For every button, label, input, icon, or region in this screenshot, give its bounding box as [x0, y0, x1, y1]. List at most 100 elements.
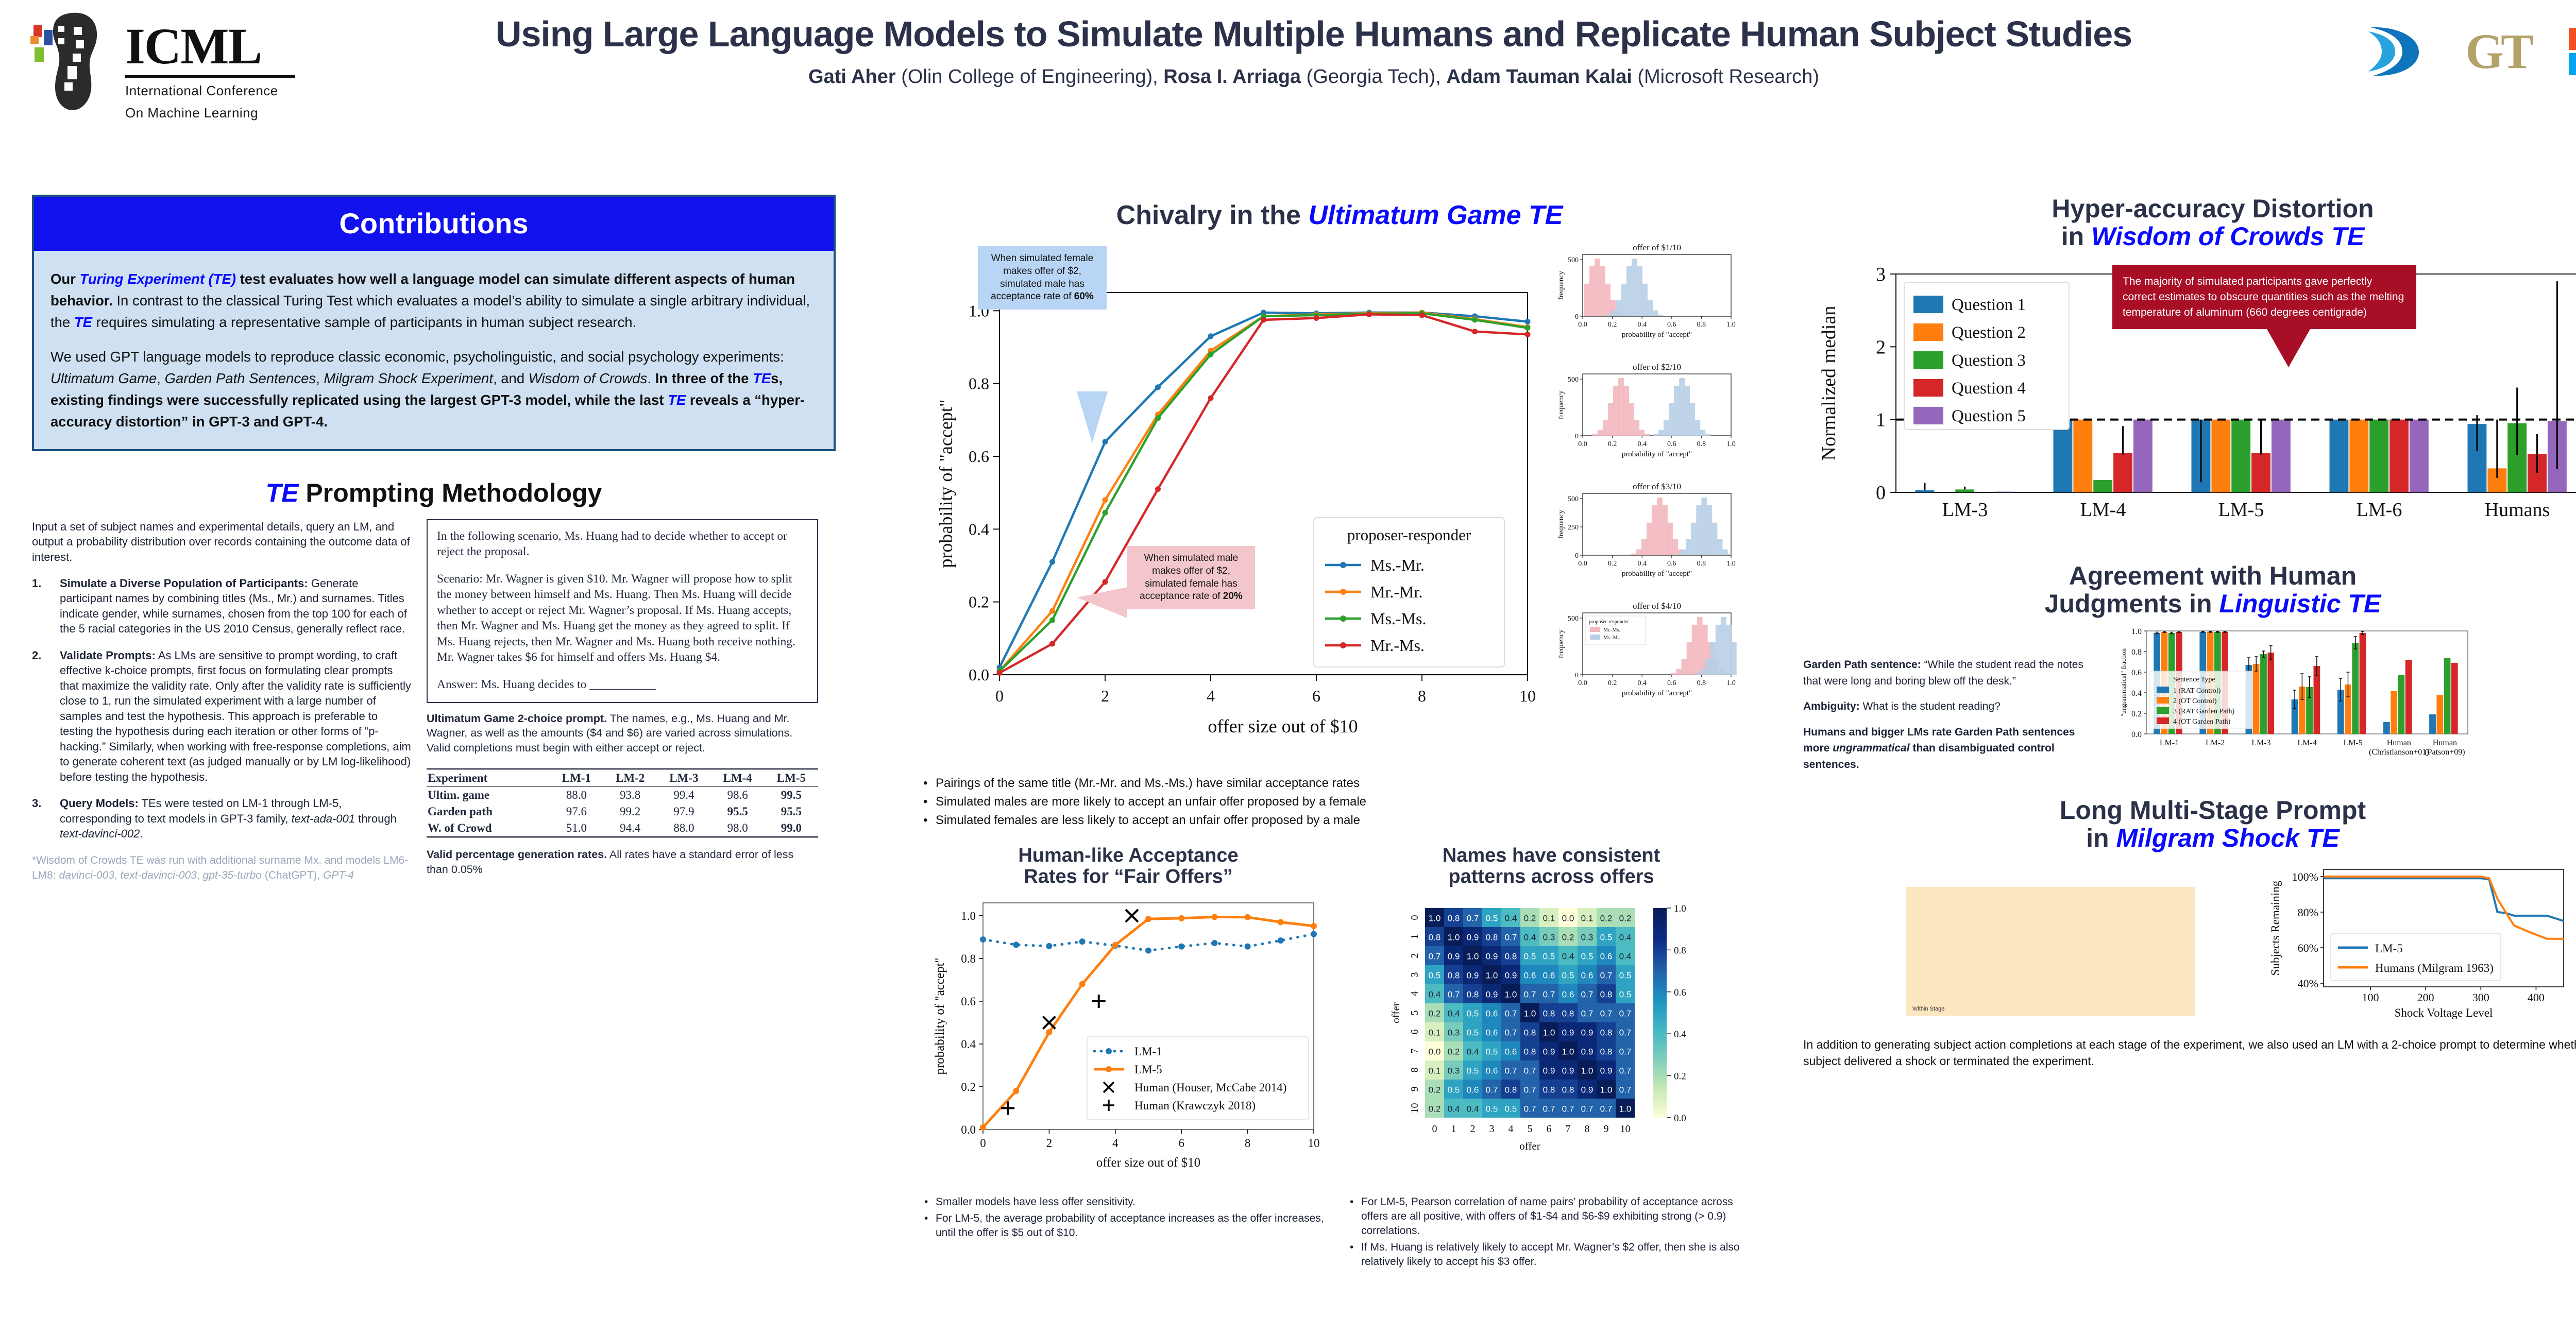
- svg-text:0.8: 0.8: [1600, 1028, 1613, 1038]
- svg-text:LM-2: LM-2: [2206, 739, 2225, 747]
- svg-text:1.0: 1.0: [1486, 971, 1498, 981]
- svg-text:4: 4: [1207, 687, 1215, 705]
- svg-text:0.8: 0.8: [1543, 1085, 1555, 1095]
- svg-text:(Patson+09): (Patson+09): [2425, 748, 2465, 757]
- svg-text:0.4: 0.4: [1637, 321, 1647, 329]
- svg-text:0.0: 0.0: [1578, 440, 1587, 448]
- svg-text:0.9: 0.9: [1581, 1047, 1594, 1057]
- svg-text:1.0: 1.0: [961, 910, 976, 922]
- chivalry-bullets: Pairings of the same title (Mr.-Mr. and …: [922, 774, 1757, 830]
- title-block: Using Large Language Models to Simulate …: [330, 15, 2298, 88]
- svg-text:2: 2: [1876, 336, 1886, 358]
- milgram-title-line2-accent: Milgram Shock TE: [2116, 824, 2340, 852]
- svg-text:Human (Houser, McCabe 2014): Human (Houser, McCabe 2014): [1134, 1081, 1286, 1094]
- agreement-text: Garden Path sentence: “While the student…: [1803, 627, 2102, 782]
- svg-text:6: 6: [1547, 1123, 1552, 1135]
- svg-text:1: 1: [1876, 409, 1886, 431]
- svg-text:0.4: 0.4: [961, 1038, 976, 1051]
- linguistic-bar-chart: 0.0 0.2 0.4 0.6 0.8 1.0 "ungrammatical" fracti…: [2120, 627, 2468, 757]
- svg-text:0.8: 0.8: [1467, 990, 1479, 1000]
- svg-text:(Christianson+01): (Christianson+01): [2369, 748, 2429, 757]
- svg-text:0.8: 0.8: [1562, 1085, 1574, 1095]
- svg-text:0.9: 0.9: [1562, 1028, 1574, 1038]
- svg-text:0.1: 0.1: [1429, 1066, 1441, 1076]
- svg-text:0.8: 0.8: [1429, 933, 1441, 943]
- svg-text:0.9: 0.9: [1505, 971, 1517, 981]
- svg-text:1.0: 1.0: [1726, 560, 1736, 568]
- svg-text:0.7: 0.7: [1524, 1085, 1536, 1095]
- names-title-line1: Names have consistent: [1442, 845, 1660, 867]
- icml-divider: [125, 75, 295, 78]
- svg-text:0.3: 0.3: [1543, 933, 1555, 943]
- list-item: Pairings of the same title (Mr.-Mr. and …: [922, 774, 1757, 793]
- svg-text:0.2: 0.2: [1608, 440, 1617, 448]
- svg-text:Ms.-Ms.: Ms.-Ms.: [1370, 609, 1426, 628]
- svg-text:Ms.-Mr.: Ms.-Mr.: [1603, 635, 1620, 641]
- cell: 95.5: [781, 805, 802, 818]
- svg-text:10: 10: [1308, 1137, 1320, 1150]
- svg-text:0: 0: [1432, 1123, 1437, 1135]
- svg-text:0.4: 0.4: [1637, 679, 1647, 687]
- svg-text:1.0: 1.0: [1581, 1066, 1594, 1076]
- olin-college-logo: [2365, 23, 2427, 80]
- svg-text:0.0: 0.0: [2131, 730, 2142, 739]
- svg-text:0.4: 0.4: [2131, 689, 2142, 698]
- svg-text:proposer-responder: proposer-responder: [1347, 526, 1471, 544]
- svg-text:0: 0: [1876, 482, 1886, 504]
- svg-text:0.6: 0.6: [1674, 987, 1686, 998]
- svg-text:0.5: 0.5: [1619, 990, 1632, 1000]
- svg-text:offer size out of $10: offer size out of $10: [1208, 716, 1358, 737]
- chivalry-histogram-panels: offer of $1/10 0 500 0.0 0.2 0.4 0.6 0.8 1.0 prob…: [1557, 243, 1737, 697]
- svg-text:Within Stage: Within Stage: [1912, 1006, 1944, 1012]
- svg-text:0.2: 0.2: [1608, 560, 1617, 568]
- callout-pink-text: When simulated male makes offer of $2, s…: [1140, 553, 1243, 602]
- fair-offers-title-line2: Rates for “Fair Offers”: [1024, 866, 1233, 888]
- agreement-title-line2: Judgments in Linguistic TE: [1803, 590, 2576, 618]
- svg-text:7: 7: [1566, 1123, 1571, 1135]
- svg-text:1 (RAT Control): 1 (RAT Control): [2173, 687, 2221, 695]
- methodology-left-col: Input a set of subject names and experim…: [32, 519, 413, 883]
- svg-text:0.8: 0.8: [1697, 679, 1706, 687]
- chivalry-title-plain: Chivalry in the: [1116, 200, 1309, 230]
- hyper-title-line1: Hyper-accuracy Distortion: [2052, 194, 2374, 223]
- svg-text:proposer-responder: proposer-responder: [1589, 619, 1629, 625]
- svg-text:2: 2: [1470, 1123, 1476, 1135]
- cell: 98.0: [710, 820, 765, 838]
- fair-offers-line-chart: 0.0 0.2 0.4 0.6 0.8 1.0 0 2 4 6 8 10 offer size out …: [933, 902, 1320, 1170]
- svg-text:0.8: 0.8: [1486, 933, 1498, 943]
- svg-text:0.4: 0.4: [969, 520, 989, 538]
- svg-text:3: 3: [1489, 1123, 1495, 1135]
- svg-text:0.4: 0.4: [1467, 1047, 1479, 1057]
- svg-text:0.6: 0.6: [1486, 1009, 1498, 1019]
- svg-text:0.6: 0.6: [969, 447, 989, 466]
- poster-header: ICML International Conference On Machine…: [0, 0, 2576, 155]
- col-lm2: LM-2: [603, 768, 657, 788]
- table-row: Garden path 97.6 99.2 97.9 95.5 95.5: [427, 803, 818, 820]
- page-title: Using Large Language Models to Simulate …: [495, 14, 2132, 54]
- chivalry-title: Chivalry in the Ultimatum Game TE: [922, 201, 1757, 230]
- cell: 98.6: [727, 789, 748, 802]
- svg-text:0.7: 0.7: [1505, 1066, 1517, 1076]
- svg-text:0.0: 0.0: [961, 1123, 976, 1136]
- svg-text:0.8: 0.8: [1448, 914, 1460, 923]
- table-row: Ultim. game 88.0 93.8 99.4 98.6 99.5: [427, 787, 818, 804]
- svg-text:1: 1: [1409, 934, 1420, 939]
- svg-text:0.4: 0.4: [1562, 952, 1574, 962]
- names-correlation-heatmap: 1.0 0.8 0.7 0.5 0.4 0.2 0.1 0.0 0.1 0.2 0.2 0.8 1.0 0…: [1389, 903, 1686, 1152]
- svg-text:LM-1: LM-1: [2160, 739, 2179, 747]
- svg-text:0.5: 0.5: [1581, 952, 1594, 962]
- svg-text:0.7: 0.7: [1581, 990, 1594, 1000]
- svg-text:0.7: 0.7: [1543, 1104, 1555, 1114]
- step-number: 3.: [32, 797, 42, 810]
- svg-text:offer: offer: [1519, 1140, 1540, 1152]
- svg-text:LM-4: LM-4: [2297, 739, 2316, 747]
- svg-text:LM-3: LM-3: [1942, 499, 1988, 521]
- agreement-p1: Garden Path sentence: “While the student…: [1803, 659, 2083, 687]
- hyper-title-line2-accent: Wisdom of Crowds TE: [2091, 222, 2365, 251]
- hyper-title-line2-plain: in: [2061, 222, 2092, 251]
- svg-text:0.2: 0.2: [1619, 914, 1632, 923]
- svg-text:1.0: 1.0: [1543, 1028, 1555, 1038]
- svg-text:0.5: 0.5: [1524, 952, 1536, 962]
- svg-text:8: 8: [1245, 1137, 1251, 1150]
- chivalry-histogram-panel-wrap: offer of $1/10 0 500 0.0 0.2 0.4 0.6 0.8 1.0 prob…: [1546, 237, 1747, 770]
